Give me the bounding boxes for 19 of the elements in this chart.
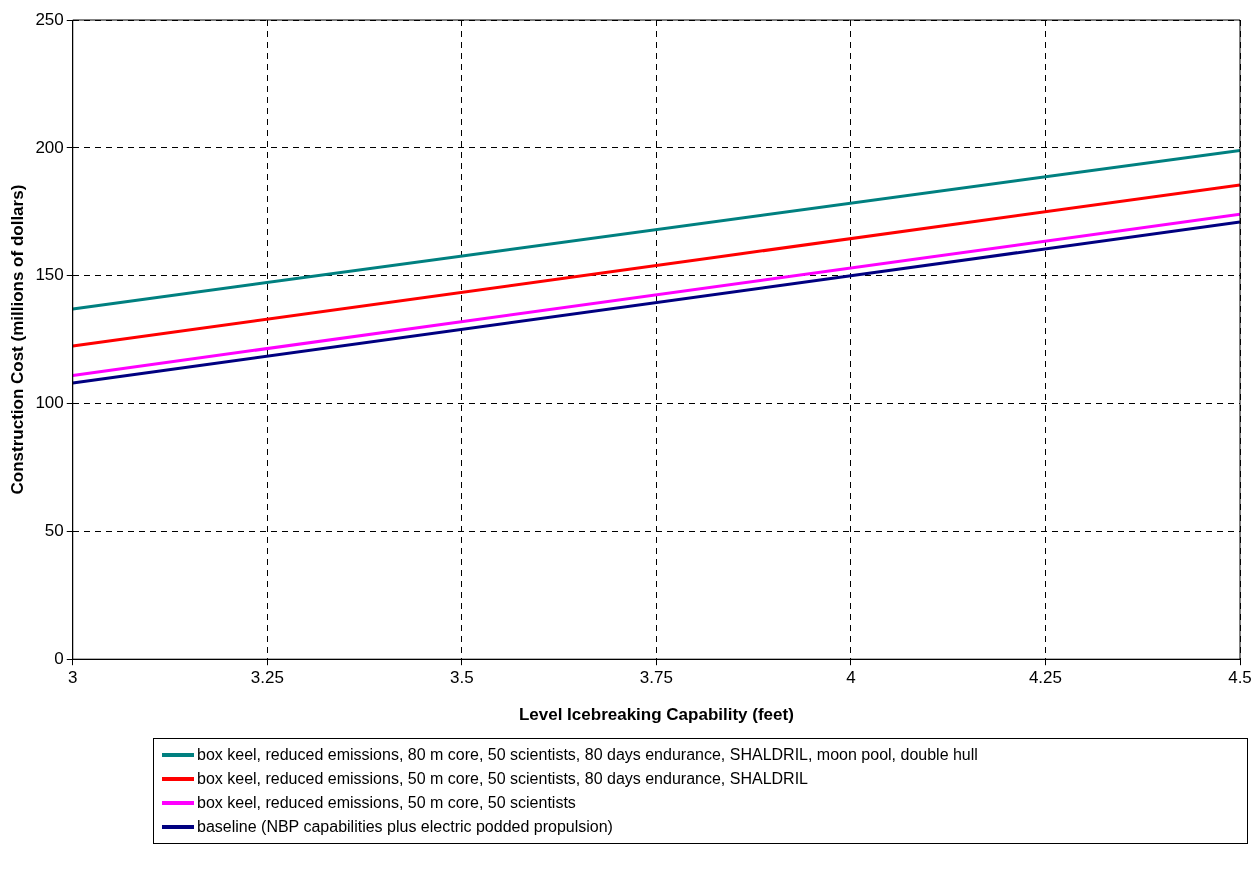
y-tick-label: 200 (35, 137, 64, 157)
y-tick-label: 150 (35, 265, 64, 285)
y-tick-label: 250 (35, 9, 64, 29)
x-tick-label: 4 (846, 668, 856, 688)
x-tick-label: 3.75 (639, 668, 673, 688)
legend-label: box keel, reduced emissions, 80 m core, 50 scientists, 80 days endurance, SHALDRIL, moon pool, double hull (197, 746, 978, 764)
x-tick-label: 3 (68, 668, 78, 688)
y-axis-title: Construction Cost (millions of dollars) (7, 184, 27, 495)
legend-label: box keel, reduced emissions, 50 m core, 50 scientists, 80 days endurance, SHALDRIL (197, 770, 808, 788)
legend-label: box keel, reduced emissions, 50 m core, 50 scientists (197, 794, 576, 812)
y-tick-label: 0 (54, 648, 64, 668)
x-axis-title: Level Icebreaking Capability (feet) (518, 705, 794, 725)
y-tick-label: 50 (44, 521, 64, 541)
y-tick-label: 100 (35, 393, 64, 413)
legend-label: baseline (NBP capabilities plus electric podded propulsion) (197, 818, 613, 836)
x-tick-label: 3.5 (450, 668, 474, 688)
x-tick-label: 3.25 (250, 668, 284, 688)
x-tick-label: 4.25 (1028, 668, 1063, 688)
x-tick-label: 4.5 (1228, 668, 1252, 688)
